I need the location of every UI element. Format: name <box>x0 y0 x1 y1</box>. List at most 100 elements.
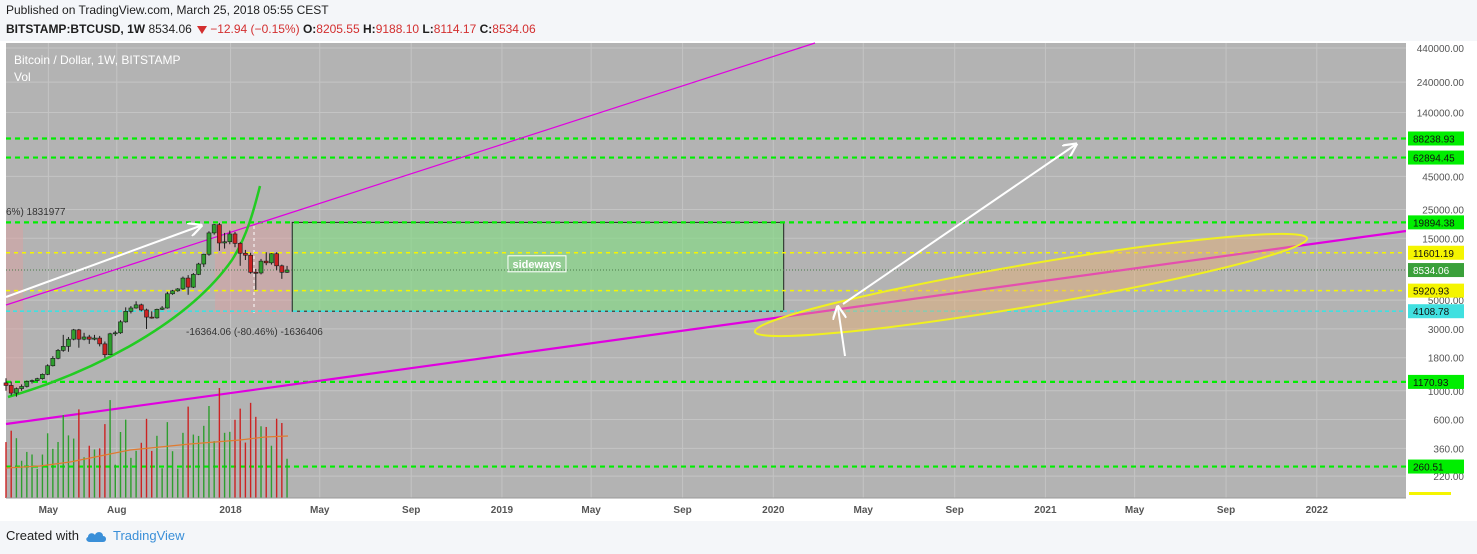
time-tick-label: Aug <box>107 505 126 516</box>
candle-body <box>222 241 227 244</box>
candle-body <box>112 332 118 335</box>
candle-body <box>50 358 56 367</box>
candle-body <box>170 290 175 295</box>
time-tick-label: Sep <box>673 505 691 516</box>
candle-body <box>139 304 144 311</box>
level-price-label: 11601.19 <box>1413 249 1454 260</box>
candle-body <box>274 253 279 267</box>
candle-body <box>8 385 14 394</box>
left-pink-box <box>6 224 23 392</box>
level-price-tag <box>1408 131 1464 146</box>
tradingview-link[interactable]: TradingView <box>112 528 185 543</box>
price-tick-label: 220.00 <box>1433 472 1464 483</box>
level-price-tag <box>1408 459 1464 474</box>
candle-body <box>243 252 248 256</box>
white-trend-arrow-left <box>5 226 200 298</box>
candle-body <box>180 277 186 290</box>
time-tick-label: May <box>1125 505 1145 516</box>
low-label: L: <box>422 22 434 36</box>
footer: Created with TradingView <box>6 528 185 543</box>
candles <box>3 222 290 397</box>
down-triangle-icon <box>197 25 208 34</box>
candle-body <box>60 346 66 351</box>
candle-body <box>81 336 87 340</box>
high-label: H: <box>363 22 376 36</box>
candle-body <box>175 288 181 292</box>
price-tick-label: 600.00 <box>1433 416 1464 427</box>
candle-body <box>55 350 61 359</box>
candle-body <box>14 388 19 394</box>
time-tick-label: 2022 <box>1306 505 1329 516</box>
volume-moving-average <box>5 435 289 469</box>
level-price-label: 88238.93 <box>1413 134 1455 145</box>
candle-body <box>232 233 238 244</box>
time-tick-label: Sep <box>402 505 420 516</box>
magenta-trendline-lower <box>5 229 1407 426</box>
price-tick-label: 140000.00 <box>1417 108 1465 119</box>
level-price-label: 260.51 <box>1413 463 1444 474</box>
low-value: 8114.17 <box>433 22 477 36</box>
candle-body <box>269 253 274 264</box>
volume-bars <box>5 388 288 498</box>
time-tick-label: Sep <box>1217 505 1235 516</box>
level-price-label: 4108.78 <box>1413 307 1450 318</box>
candle-body <box>263 260 269 264</box>
price-tick-label: 5000.00 <box>1428 296 1465 307</box>
price-chart[interactable]: sideways -16364.06 (-80.46%) -1636406 6%… <box>0 41 1477 521</box>
candle-body <box>107 333 113 355</box>
level-price-label: 62894.45 <box>1413 154 1455 165</box>
close-value: 8534.06 <box>492 22 536 36</box>
candle-body <box>227 233 233 243</box>
candle-body <box>92 337 97 340</box>
price-tick-label: 45000.00 <box>1422 172 1464 183</box>
candle-body <box>40 374 45 379</box>
price-tick-label: 360.00 <box>1433 444 1464 455</box>
candle-body <box>237 243 243 254</box>
level-price-label: 1170.93 <box>1413 378 1449 389</box>
candle-body <box>29 380 35 382</box>
candle-body <box>248 254 253 273</box>
high-value: 9188.10 <box>375 22 420 36</box>
sideways-text: sideways <box>513 259 562 271</box>
time-tick-label: May <box>854 505 874 516</box>
level-price-tag <box>1408 215 1464 230</box>
price-axis-bg <box>1406 41 1477 521</box>
level-price-tag <box>1408 374 1464 389</box>
time-tick-label: 2018 <box>219 505 242 516</box>
open-value: 8205.55 <box>316 22 360 36</box>
tradingview-cloud-icon <box>86 531 106 542</box>
candle-body <box>258 260 264 274</box>
time-tick-label: May <box>39 505 59 516</box>
candle-body <box>284 269 290 273</box>
candle-body <box>76 329 82 340</box>
chart-title: Bitcoin / Dollar, 1W, BITSTAMP <box>14 53 181 67</box>
candle-body <box>66 338 71 347</box>
close-label: C: <box>479 22 493 36</box>
time-axis[interactable]: May Aug 2018 May Sep 2019 May Sep 2020 May Sep 2021… <box>6 497 1406 516</box>
time-tick-label: 2020 <box>762 505 785 516</box>
price-tick-label: 15000.00 <box>1422 234 1464 245</box>
symbol-label: BITSTAMP:BTCUSD, 1W <box>6 22 146 36</box>
candle-body <box>279 265 285 273</box>
candle-body <box>196 263 201 275</box>
candle-body <box>217 224 222 244</box>
last-price: 8534.06 <box>148 22 192 36</box>
level-price-label: 5920.93 <box>1413 287 1450 298</box>
price-tick-label: 3000.00 <box>1428 325 1465 336</box>
candle-body <box>133 304 139 309</box>
candle-body <box>154 309 160 319</box>
sideways-label: sideways <box>507 255 567 273</box>
price-tick-label: 440000.00 <box>1417 44 1465 55</box>
open-label: O: <box>302 22 317 36</box>
candle-body <box>24 381 30 387</box>
time-tick-label: May <box>581 505 601 516</box>
candle-body <box>45 365 50 375</box>
volume-label: Vol <box>14 70 31 84</box>
price-change: −12.94 (−0.15%) <box>210 22 300 36</box>
published-notice: Published on TradingView.com, March 25, … <box>6 3 329 17</box>
magenta-trendline-upper <box>5 42 816 306</box>
symbol-ohlc-line: BITSTAMP:BTCUSD, 1W 8534.06 −12.94 (−0.1… <box>6 22 536 36</box>
time-tick-label: Sep <box>946 505 964 516</box>
price-axis[interactable]: 440000.00 240000.00 140000.00 45000.00 25000… <box>1406 41 1477 521</box>
white-up-arrow <box>838 308 845 357</box>
